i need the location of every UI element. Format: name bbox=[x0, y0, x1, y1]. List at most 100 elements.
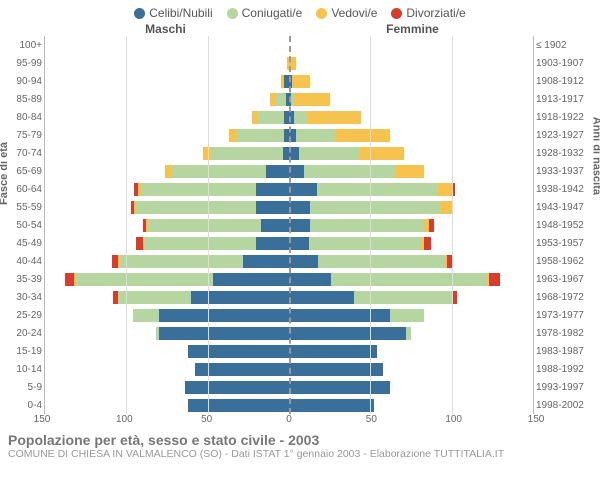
bar-segment bbox=[299, 147, 359, 160]
bar-segment bbox=[237, 129, 284, 142]
bar-segment bbox=[289, 201, 310, 214]
age-label: 40-44 bbox=[4, 256, 42, 267]
x-tick-label: 50 bbox=[201, 414, 212, 425]
bar-segment bbox=[318, 255, 445, 268]
age-label: 100+ bbox=[4, 40, 42, 51]
bar-row-male bbox=[45, 92, 289, 106]
age-label: 35-39 bbox=[4, 274, 42, 285]
bar-segment bbox=[258, 111, 284, 124]
year-label: 1918-1922 bbox=[536, 112, 596, 123]
bar-segment bbox=[292, 75, 310, 88]
bar-segment bbox=[289, 363, 383, 376]
bar-segment bbox=[294, 93, 330, 106]
bar-segment bbox=[289, 327, 406, 340]
x-tick-label: 150 bbox=[528, 414, 545, 425]
bar-segment bbox=[76, 273, 213, 286]
bar-segment bbox=[211, 147, 283, 160]
center-line bbox=[289, 36, 291, 414]
year-label: 1903-1907 bbox=[536, 58, 596, 69]
bar-segment bbox=[429, 219, 434, 232]
bar-segment bbox=[317, 183, 437, 196]
bar-row-male bbox=[45, 164, 289, 178]
legend-label: Divorziati/e bbox=[406, 6, 465, 20]
year-label: 1958-1962 bbox=[536, 256, 596, 267]
legend-item: Vedovi/e bbox=[316, 6, 377, 20]
legend: Celibi/Nubili Coniugati/e Vedovi/e Divorzia… bbox=[0, 0, 600, 22]
age-label: 15-19 bbox=[4, 346, 42, 357]
bar-row-male bbox=[45, 218, 289, 232]
bar-segment bbox=[213, 273, 289, 286]
age-label: 75-79 bbox=[4, 130, 42, 141]
bar-row-female bbox=[289, 128, 533, 142]
bar-segment bbox=[289, 291, 354, 304]
male-half bbox=[45, 36, 289, 414]
y-axis-age: Fasce di età 100+95-9990-9485-8980-8475-… bbox=[4, 36, 44, 414]
bar-segment bbox=[331, 273, 487, 286]
bar-row-male bbox=[45, 236, 289, 250]
grid-line bbox=[370, 36, 371, 414]
bar-segment bbox=[261, 219, 289, 232]
female-half bbox=[289, 36, 533, 414]
legend-label: Coniugati/e bbox=[242, 6, 303, 20]
year-label: 1998-2002 bbox=[536, 400, 596, 411]
bar-segment bbox=[188, 399, 289, 412]
bar-segment bbox=[395, 165, 424, 178]
bar-row-female bbox=[289, 362, 533, 376]
year-label: 1968-1972 bbox=[536, 292, 596, 303]
bar-row-male bbox=[45, 362, 289, 376]
bar-segment bbox=[191, 291, 289, 304]
bar-row-male bbox=[45, 398, 289, 412]
x-tick-label: 0 bbox=[286, 414, 292, 425]
bar-row-female bbox=[289, 254, 533, 268]
bar-segment bbox=[440, 201, 451, 214]
legend-item: Celibi/Nubili bbox=[134, 6, 212, 20]
bar-row-female bbox=[289, 110, 533, 124]
bar-segment bbox=[453, 183, 455, 196]
x-tick-label: 100 bbox=[445, 414, 462, 425]
x-axis: 15010050050100150 bbox=[0, 414, 600, 428]
legend-swatch bbox=[227, 8, 238, 19]
bar-segment bbox=[120, 255, 244, 268]
year-label: 1943-1947 bbox=[536, 202, 596, 213]
age-label: 0-4 bbox=[4, 400, 42, 411]
bar-segment bbox=[133, 309, 159, 322]
grid-line bbox=[126, 36, 127, 414]
year-label: 1923-1927 bbox=[536, 130, 596, 141]
y-axis-left-title: Fasce di età bbox=[0, 142, 10, 205]
bar-segment bbox=[424, 237, 431, 250]
bar-row-male bbox=[45, 290, 289, 304]
bar-row-female bbox=[289, 380, 533, 394]
bar-row-male bbox=[45, 326, 289, 340]
bar-row-female bbox=[289, 344, 533, 358]
year-label: 1933-1937 bbox=[536, 166, 596, 177]
bar-segment bbox=[159, 309, 289, 322]
bar-row-female bbox=[289, 272, 533, 286]
bar-segment bbox=[289, 273, 331, 286]
age-label: 25-29 bbox=[4, 310, 42, 321]
bar-row-female bbox=[289, 38, 533, 52]
year-label: 1938-1942 bbox=[536, 184, 596, 195]
bar-row-female bbox=[289, 164, 533, 178]
bar-segment bbox=[266, 165, 289, 178]
bar-row-male bbox=[45, 146, 289, 160]
column-headers: Maschi Femmine bbox=[0, 22, 600, 36]
chart: Fasce di età 100+95-9990-9485-8980-8475-… bbox=[0, 36, 600, 414]
plot-area bbox=[44, 36, 534, 414]
year-label: 1973-1977 bbox=[536, 310, 596, 321]
bar-segment bbox=[289, 165, 304, 178]
bar-row-female bbox=[289, 290, 533, 304]
legend-swatch bbox=[316, 8, 327, 19]
bar-segment bbox=[148, 219, 262, 232]
bar-segment bbox=[141, 183, 256, 196]
bar-row-male bbox=[45, 110, 289, 124]
age-label: 5-9 bbox=[4, 382, 42, 393]
bar-row-male bbox=[45, 38, 289, 52]
bar-segment bbox=[296, 129, 335, 142]
bar-segment bbox=[289, 381, 390, 394]
legend-item: Divorziati/e bbox=[391, 6, 465, 20]
footer: Popolazione per età, sesso e stato civil… bbox=[0, 428, 600, 460]
year-label: 1963-1967 bbox=[536, 274, 596, 285]
bar-segment bbox=[309, 237, 421, 250]
legend-label: Vedovi/e bbox=[331, 6, 377, 20]
bar-row-male bbox=[45, 56, 289, 70]
